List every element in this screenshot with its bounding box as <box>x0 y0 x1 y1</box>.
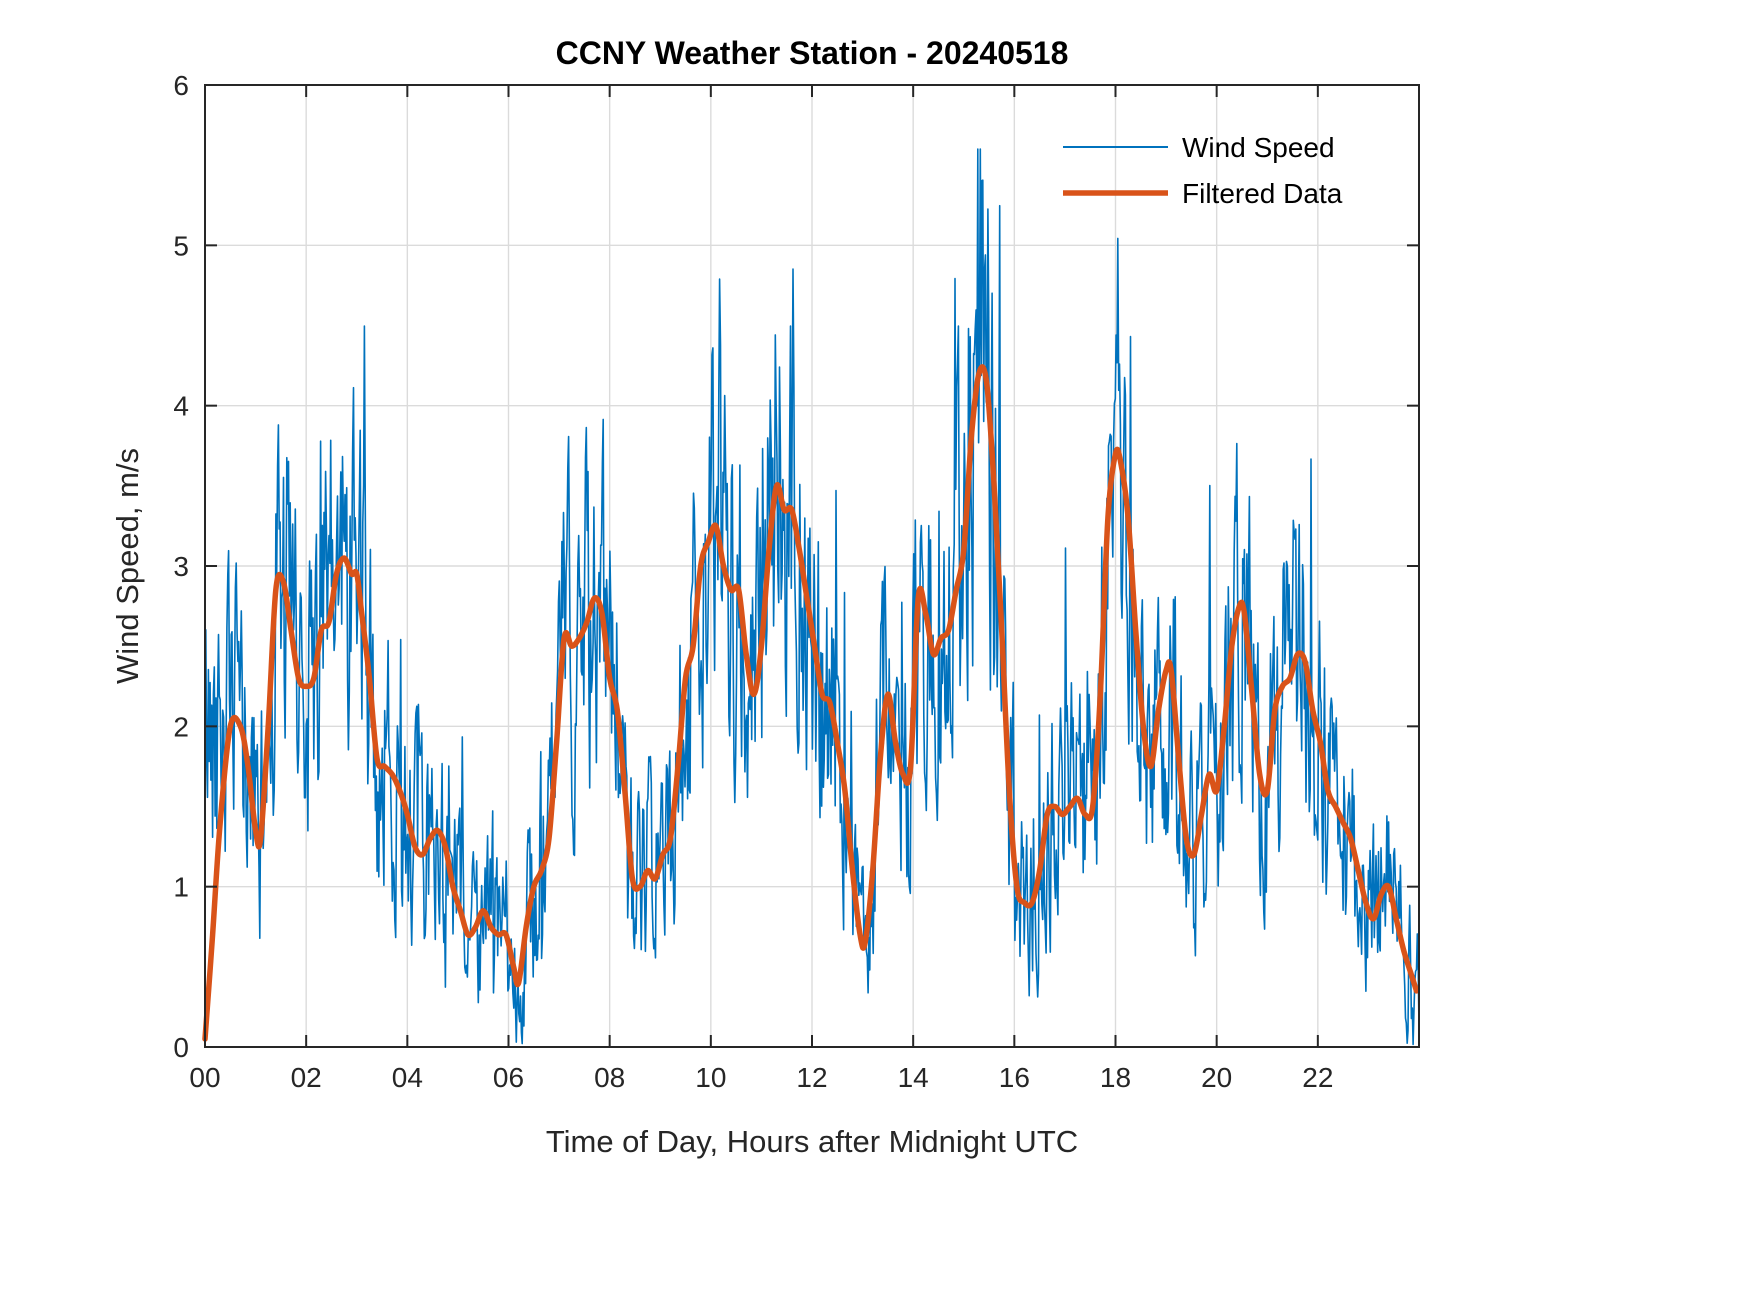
y-tick-label: 3 <box>173 551 189 582</box>
x-tick-label: 00 <box>189 1062 220 1093</box>
legend: Wind Speed Filtered Data <box>1063 132 1343 209</box>
axis-layer <box>204 84 1420 1048</box>
x-tick-label: 02 <box>291 1062 322 1093</box>
x-tick-label: 06 <box>493 1062 524 1093</box>
y-tick-label: 6 <box>173 70 189 101</box>
y-tick-label: 0 <box>173 1032 189 1063</box>
x-tick-label: 16 <box>999 1062 1030 1093</box>
filtered-data-series <box>202 364 1420 1042</box>
legend-label-wind-speed: Wind Speed <box>1182 132 1335 163</box>
legend-label-filtered-data: Filtered Data <box>1182 178 1343 209</box>
x-tick-label: 22 <box>1302 1062 1333 1093</box>
y-tick-label: 5 <box>173 230 189 261</box>
series-layer <box>202 148 1420 1046</box>
x-tick-label: 18 <box>1100 1062 1131 1093</box>
y-tick-label: 2 <box>173 711 189 742</box>
x-axis-label: Time of Day, Hours after Midnight UTC <box>546 1124 1078 1159</box>
x-tick-label: 12 <box>796 1062 827 1093</box>
y-axis-label: Wind Speed, m/s <box>110 448 145 684</box>
x-tick-label: 20 <box>1201 1062 1232 1093</box>
y-tick-label: 4 <box>173 391 189 422</box>
x-tick-label: 04 <box>392 1062 423 1093</box>
legend-entry-filtered-data: Filtered Data <box>1063 178 1343 209</box>
x-tick-label: 08 <box>594 1062 625 1093</box>
x-tick-label: 14 <box>898 1062 929 1093</box>
legend-entry-wind-speed: Wind Speed <box>1063 132 1335 163</box>
x-tick-label: 10 <box>695 1062 726 1093</box>
y-tick-label: 1 <box>173 872 189 903</box>
chart-title: CCNY Weather Station - 20240518 <box>556 35 1069 71</box>
